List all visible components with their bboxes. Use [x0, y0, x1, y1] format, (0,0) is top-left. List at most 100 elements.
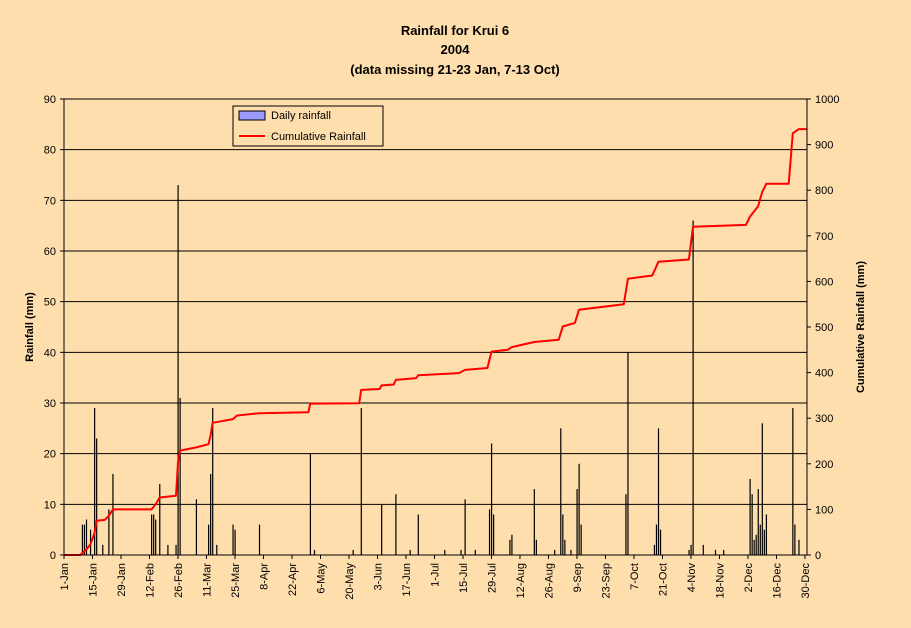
daily-rainfall-bar	[417, 514, 419, 555]
daily-rainfall-bar	[688, 549, 690, 555]
daily-rainfall-bar	[216, 544, 218, 555]
y-left-tick-label: 50	[44, 297, 56, 309]
daily-rainfall-bar	[723, 549, 725, 555]
daily-rainfall-bar	[96, 438, 98, 555]
daily-rainfall-bar	[360, 408, 362, 555]
daily-rainfall-bar	[493, 514, 495, 555]
y-left-tick-label: 0	[50, 550, 56, 562]
y-right-tick-label: 100	[815, 504, 833, 516]
daily-rainfall-bar	[474, 549, 476, 555]
daily-rainfall-bar	[460, 549, 462, 555]
x-tick-label: 29-Jan	[116, 563, 128, 597]
daily-rainfall-bar	[580, 524, 582, 555]
daily-rainfall-bar	[155, 519, 157, 555]
daily-rainfall-bar	[464, 499, 466, 555]
daily-rainfall-bar	[798, 539, 800, 555]
chart-title-line-3: (data missing 21-23 Jan, 7-13 Oct)	[350, 62, 560, 77]
daily-rainfall-bar	[657, 428, 660, 555]
daily-rainfall-bar	[757, 489, 759, 555]
y-left-axis-title: Rainfall (mm)	[24, 292, 36, 362]
gridlines	[64, 98, 807, 505]
daily-rainfall-bar	[234, 529, 236, 555]
y-left-tick-label: 70	[44, 195, 56, 207]
daily-rainfall-bar	[167, 544, 169, 555]
daily-rainfall-bar	[655, 524, 658, 555]
daily-rainfall-bar	[102, 544, 104, 555]
daily-rainfall-bar	[395, 494, 397, 555]
daily-rainfall-bar	[159, 484, 161, 555]
y-right-tick-label: 900	[815, 140, 833, 152]
daily-rainfall-bar	[702, 544, 704, 555]
daily-rainfall-bar	[177, 185, 179, 555]
x-tick-label: 15-Jul	[458, 563, 470, 593]
x-tick-label: 8-Apr	[259, 563, 271, 590]
daily-rainfall-bar	[108, 509, 110, 555]
x-tick-label: 30-Dec	[800, 563, 812, 599]
y-left-tick-label: 20	[44, 449, 56, 461]
daily-rainfall-bar	[761, 423, 763, 555]
cumulative-rainfall-line	[64, 128, 807, 556]
x-tick-label: 15-Jan	[88, 563, 100, 597]
x-tick-label: 4-Nov	[686, 563, 698, 593]
x-tick-label: 20-May	[344, 563, 356, 600]
daily-rainfall-bar	[179, 397, 181, 555]
daily-rainfall-bar	[659, 529, 662, 555]
y-right-tick-label: 600	[815, 276, 833, 288]
x-tick-label: 7-Oct	[629, 563, 641, 590]
daily-rainfall-bar	[210, 473, 212, 555]
daily-rainfall-bar	[794, 524, 796, 555]
x-tick-label: 1-Jul	[430, 563, 442, 587]
daily-rainfall-bar	[85, 519, 88, 555]
daily-rainfall-bar	[560, 428, 562, 555]
daily-rainfall-bar	[444, 549, 446, 555]
daily-rainfall-bar	[175, 544, 177, 555]
daily-rainfall-bar	[509, 539, 511, 555]
x-tick-label: 17-Jun	[401, 563, 413, 597]
daily-rainfall-bar	[112, 473, 114, 555]
daily-rainfall-bar	[714, 549, 717, 555]
daily-rainfall-bar	[749, 479, 751, 555]
daily-rainfall-bar	[381, 504, 383, 555]
x-tick-label: 12-Aug	[515, 563, 527, 598]
x-tick-label: 22-Apr	[287, 563, 299, 596]
x-tick-label: 9-Sep	[572, 563, 584, 592]
daily-rainfall-bar	[313, 549, 316, 555]
x-tick-label: 3-Jun	[373, 563, 385, 591]
y-left-tick-label: 80	[44, 145, 56, 157]
daily-rainfall-bar	[765, 514, 767, 555]
daily-rainfall-bar	[562, 514, 564, 555]
y-left-tick-label: 30	[44, 398, 56, 410]
y-left-tick-label: 60	[44, 246, 56, 258]
daily-rainfall-bar	[564, 539, 566, 555]
x-tick-label: 6-May	[316, 563, 328, 594]
daily-rainfall-bar	[576, 489, 578, 555]
cumulative-rainfall-line-group	[64, 128, 807, 556]
daily-rainfall-bar	[692, 220, 694, 555]
y-left-tick-label: 90	[44, 94, 56, 106]
y-right-tick-label: 200	[815, 459, 833, 471]
daily-rainfall-bars	[81, 185, 800, 555]
daily-rainfall-bar	[625, 494, 627, 555]
daily-rainfall-bar	[570, 549, 572, 555]
daily-rainfall-bar	[535, 539, 537, 555]
legend: Daily rainfall Cumulative Rainfall	[232, 105, 384, 147]
daily-rainfall-bar	[258, 524, 261, 555]
daily-rainfall-bar	[352, 549, 354, 555]
legend-label-cumulative-rainfall: Cumulative Rainfall	[271, 131, 366, 143]
y-right-tick-label: 800	[815, 185, 833, 197]
daily-rainfall-bar	[488, 509, 491, 555]
daily-rainfall-bar	[232, 524, 234, 555]
daily-rainfall-bar	[533, 489, 535, 555]
x-tick-label: 23-Sep	[601, 563, 613, 598]
daily-rainfall-bar	[195, 499, 198, 555]
daily-rainfall-bar	[208, 524, 210, 555]
x-tick-label: 2-Dec	[743, 563, 755, 593]
daily-rainfall-bar	[81, 524, 84, 555]
daily-rainfall-bar	[690, 544, 692, 555]
x-tick-label: 29-Jul	[487, 563, 499, 593]
y-right-tick-label: 1000	[815, 94, 839, 106]
y-right-tick-label: 500	[815, 322, 833, 334]
daily-rainfall-bar	[151, 514, 153, 555]
daily-rainfall-bar	[578, 463, 580, 555]
x-tick-label: 16-Dec	[772, 563, 784, 599]
